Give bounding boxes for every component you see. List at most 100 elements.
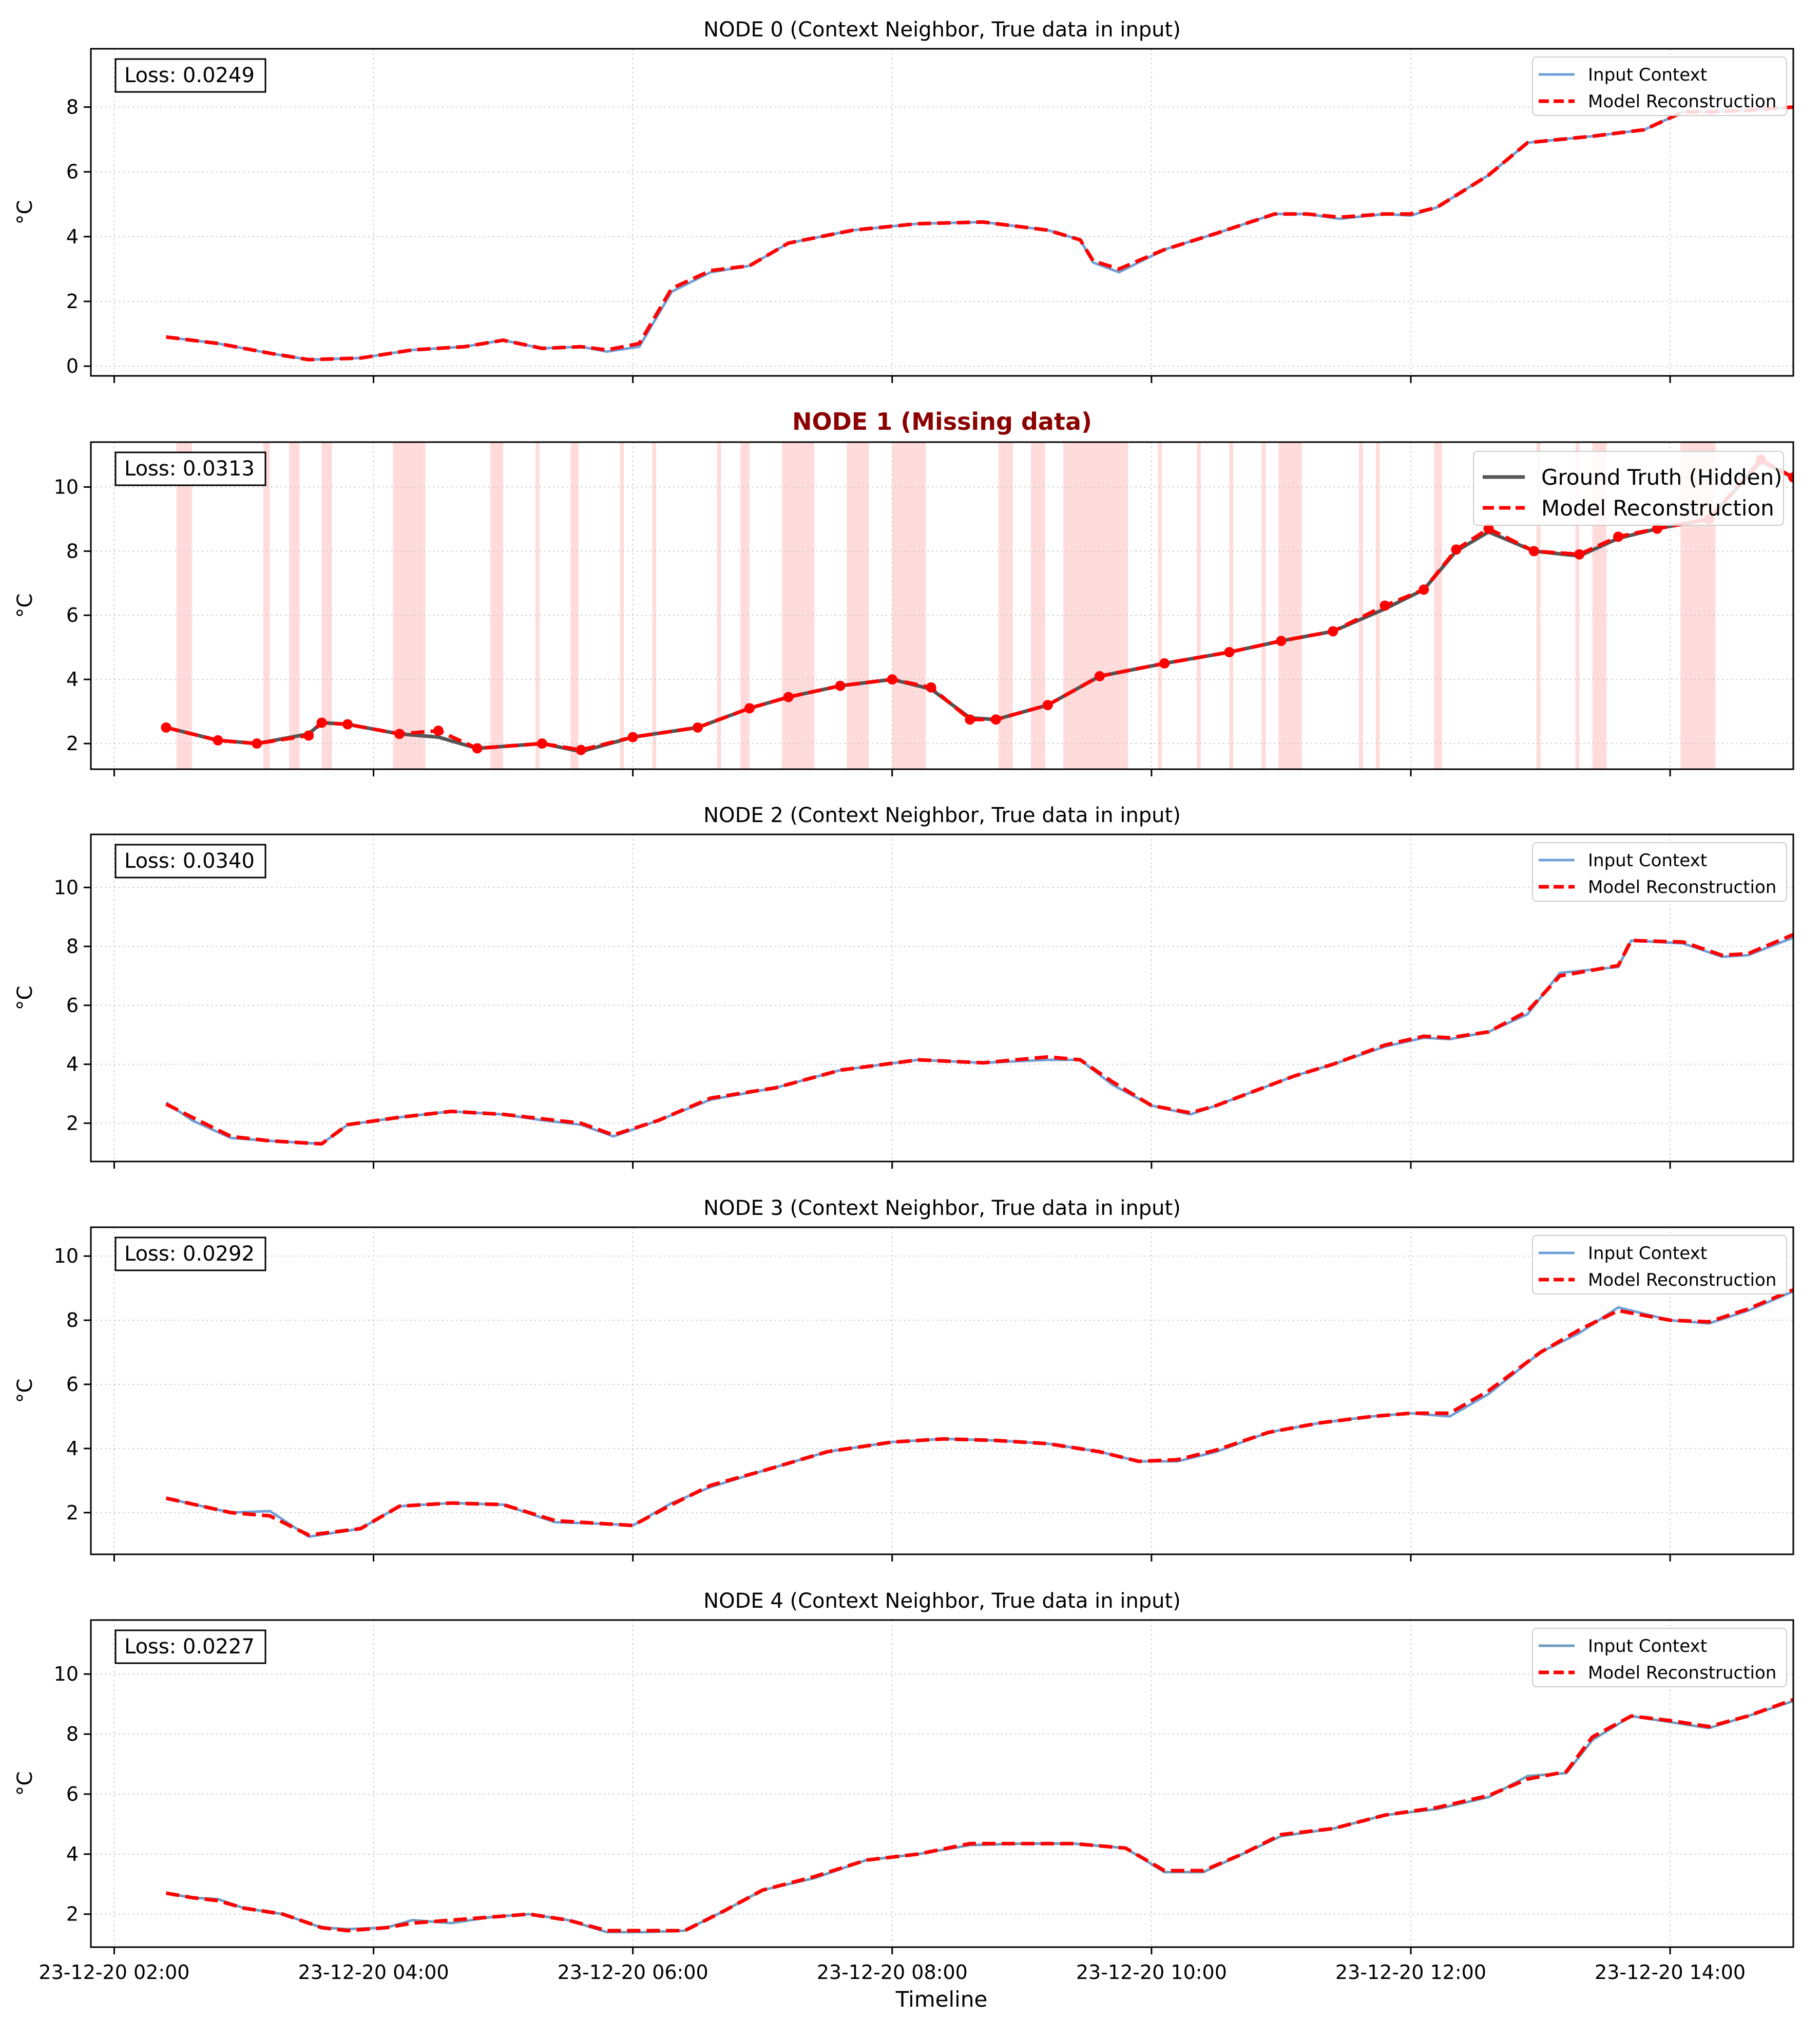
x-tick-label: 23-12-20 08:00 (817, 1961, 968, 1984)
missing-band (1575, 442, 1580, 769)
data-point (213, 735, 223, 746)
data-point (1652, 523, 1662, 534)
legend: Input Context Model Reconstruction (1532, 1235, 1787, 1294)
loss-box: Loss: 0.0313 (114, 451, 266, 486)
loss-box-frame (114, 844, 266, 879)
data-point (887, 674, 897, 685)
panel-title: NODE 1 (Missing data) (792, 408, 1092, 435)
loss-label: Loss: 0.0227 (124, 1635, 255, 1659)
panel-node4: 2 4 6 8 10 23-12-20 02:00 23-12-20 04:00 23-12-… (13, 1589, 1794, 1984)
missing-band (847, 442, 869, 769)
data-point (303, 730, 314, 741)
y-tick-label: 8 (66, 1723, 79, 1745)
legend-label: Model Reconstruction (1588, 1663, 1776, 1683)
y-tick-label: 6 (66, 161, 79, 183)
missing-band (717, 442, 721, 769)
missing-band (1261, 442, 1266, 769)
axes-frame (90, 1619, 1794, 1948)
panel-title: NODE 0 (Context Neighbor, True data in i… (703, 18, 1181, 42)
data-point (1788, 472, 1793, 483)
missing-data-bands (176, 442, 1716, 769)
data-point (1451, 544, 1462, 555)
y-tick-label: 2 (66, 1112, 79, 1134)
data-point (537, 738, 547, 749)
y-tick-label: 6 (66, 1783, 79, 1805)
legend: Input Context Model Reconstruction (1532, 56, 1787, 116)
y-tick-label: 2 (66, 1903, 79, 1926)
loss-label: Loss: 0.0313 (124, 457, 255, 481)
legend-label: Input Context (1588, 1636, 1707, 1657)
x-tick-label: 23-12-20 14:00 (1595, 1961, 1746, 1984)
legend: Input Context Model Reconstruction (1532, 1628, 1787, 1687)
x-tick-label: 23-12-20 10:00 (1076, 1961, 1227, 1984)
axes-frame (90, 833, 1794, 1163)
data-point (965, 714, 975, 725)
data-point (1328, 626, 1338, 637)
y-tick-label: 10 (54, 475, 79, 498)
data-point (394, 729, 405, 739)
missing-band (1434, 442, 1442, 769)
data-point (1613, 531, 1624, 542)
panel-title: NODE 2 (Context Neighbor, True data in i… (703, 804, 1181, 827)
missing-band (1063, 442, 1128, 769)
data-point (472, 743, 483, 754)
missing-band (1030, 442, 1045, 769)
reconstruction-markers (161, 454, 1793, 755)
missing-band (289, 442, 300, 769)
missing-band (393, 442, 426, 769)
legend-label: Input Context (1588, 1243, 1707, 1264)
loss-box: Loss: 0.0227 (114, 1629, 266, 1664)
panel-title: NODE 4 (Context Neighbor, True data in i… (703, 1589, 1181, 1613)
missing-band (782, 442, 815, 769)
missing-band (1375, 442, 1380, 769)
series-line-model-reconstruction (166, 105, 1793, 361)
y-tick-label: 4 (66, 1843, 79, 1865)
y-tick-label: 8 (66, 1309, 79, 1331)
grid (91, 834, 1793, 1162)
missing-band (620, 442, 624, 769)
y-tick-label: 6 (66, 1373, 79, 1396)
missing-band (1278, 442, 1302, 769)
y-tick-label: 4 (66, 668, 79, 691)
x-tick-label: 23-12-20 06:00 (558, 1961, 708, 1984)
series-line-model-reconstruction (165, 932, 1793, 1146)
y-tick-label: 2 (66, 732, 79, 755)
data-point (1159, 658, 1170, 669)
legend-label: Model Reconstruction (1588, 91, 1776, 112)
missing-band (652, 442, 657, 769)
missing-band (570, 442, 579, 769)
missing-band (490, 442, 504, 769)
data-point (1574, 549, 1585, 560)
panel-node1: 2 4 6 8 10 NODE 1 (Missing data) °C Loss: 0.031… (13, 408, 1794, 776)
data-point (1528, 546, 1539, 557)
panel-node0: 0 2 4 6 8 NODE 0 (Context Neighbor, True data… (13, 18, 1794, 383)
y-tick-label: 0 (66, 355, 79, 377)
x-tick-label: 23-12-20 02:00 (39, 1961, 189, 1984)
panel-node2: 2 4 6 8 10 NODE 2 (Context Neighbor, True dat… (13, 804, 1794, 1169)
y-tick-label: 10 (54, 1245, 79, 1267)
y-tick-label: 6 (66, 994, 79, 1017)
data-point (990, 714, 1001, 725)
legend-label: Model Reconstruction (1541, 496, 1774, 521)
legend-label: Ground Truth (Hidden) (1541, 465, 1782, 490)
y-tick-label: 4 (66, 1437, 79, 1460)
missing-band (321, 442, 332, 769)
data-point (1483, 523, 1494, 534)
data-point (627, 732, 638, 743)
loss-box: Loss: 0.0340 (114, 844, 266, 879)
x-tick-label: 23-12-20 04:00 (298, 1961, 449, 1984)
y-axis-label: °C (13, 594, 37, 618)
loss-label: Loss: 0.0340 (124, 849, 255, 873)
grid (91, 1227, 1793, 1554)
y-axis-label: °C (13, 1379, 37, 1403)
panel-node3: 2 4 6 8 10 NODE 3 (Context Neighbor, True dat… (13, 1196, 1794, 1562)
y-axis-label: °C (13, 1772, 37, 1796)
legend-label: Input Context (1588, 850, 1707, 871)
data-point (1094, 671, 1105, 681)
panel-title: NODE 3 (Context Neighbor, True data in i… (703, 1196, 1181, 1220)
data-point (783, 692, 794, 702)
y-tick-label: 2 (66, 290, 79, 313)
y-tick-label: 8 (66, 96, 79, 119)
loss-label: Loss: 0.0292 (124, 1242, 255, 1266)
loss-box-frame (114, 1629, 266, 1664)
